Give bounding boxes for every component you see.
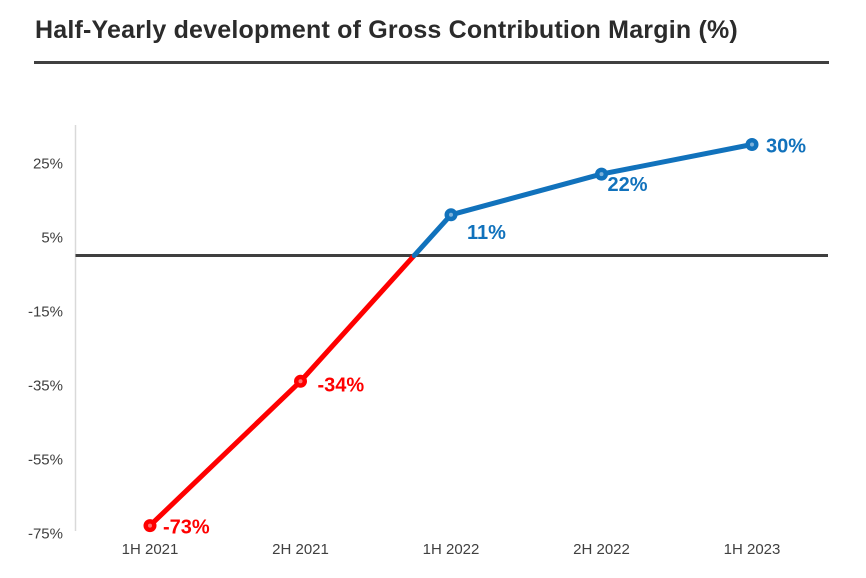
series-segment: [411, 212, 454, 258]
data-point-highlight: [298, 379, 303, 384]
y-tick-label: -35%: [28, 378, 63, 395]
data-label: 30%: [766, 136, 806, 158]
x-tick-label: 1H 2021: [122, 541, 179, 558]
series-segment: [448, 171, 604, 218]
chart-title: Half-Yearly development of Gross Contrib…: [35, 16, 738, 44]
data-label: -34%: [318, 374, 365, 396]
data-point: [143, 519, 157, 533]
x-tick-label: 1H 2023: [724, 541, 781, 558]
data-label: 11%: [467, 222, 506, 244]
data-point: [444, 208, 458, 222]
data-point-highlight: [750, 142, 754, 147]
data-point-highlight: [449, 212, 453, 217]
data-point: [595, 167, 608, 181]
x-tick-label: 2H 2022: [573, 541, 630, 558]
data-point: [745, 138, 759, 151]
series-segment: [298, 253, 417, 384]
series-segment: [599, 142, 755, 177]
y-tick-label: -75%: [28, 526, 63, 543]
y-tick-label: -15%: [28, 304, 63, 321]
data-label: -73%: [163, 517, 210, 539]
data-point-highlight: [599, 172, 604, 177]
series-segment: [147, 378, 303, 529]
data-point: [294, 374, 307, 388]
title-underline: [34, 61, 829, 64]
x-tick-label: 2H 2021: [272, 541, 329, 558]
data-label: 22%: [608, 174, 648, 196]
data-point-highlight: [148, 523, 152, 528]
y-tick-label: -55%: [28, 452, 63, 469]
x-tick-label: 1H 2022: [423, 541, 480, 558]
y-tick-label: 25%: [33, 156, 63, 173]
y-tick-label: 5%: [41, 230, 63, 247]
